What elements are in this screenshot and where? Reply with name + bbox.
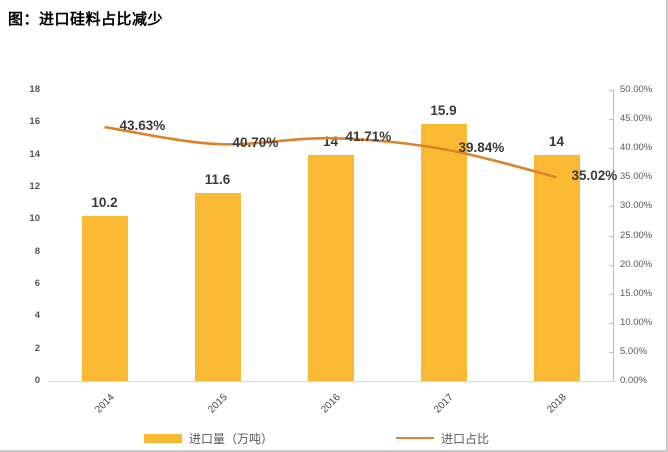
y-tick-label-left: 12 xyxy=(29,181,40,192)
line-point-label: 41.71% xyxy=(345,129,392,145)
right-axis-tickmark xyxy=(609,90,614,91)
line-point-label: 35.02% xyxy=(571,168,618,184)
y-tick-label-right: 40.00% xyxy=(620,142,653,154)
y-tick-label-right: 0.00% xyxy=(620,375,647,386)
y-tick-label-left: 8 xyxy=(34,245,40,257)
line-point-label: 43.63% xyxy=(119,118,166,134)
x-tick-label: 2014 xyxy=(92,392,117,416)
right-axis-tickmark xyxy=(609,206,614,208)
y-tick-label-left: 18 xyxy=(29,84,40,95)
y-tick-label-left: 6 xyxy=(34,278,40,289)
bar xyxy=(81,216,128,381)
y-tick-label-left: 2 xyxy=(34,342,40,354)
legend-item-line: 进口占比 xyxy=(396,427,489,449)
line-point-label: 40.70% xyxy=(232,135,279,151)
y-tick-label-left: 14 xyxy=(29,148,40,160)
right-axis-tickmark xyxy=(609,235,614,237)
legend-line-label: 进口占比 xyxy=(441,431,490,446)
right-axis-tickmark xyxy=(609,293,614,295)
bar-value-label: 14 xyxy=(548,133,565,149)
page-title: 图：进口硅料占比减少 xyxy=(8,11,164,28)
x-tick-label: 2018 xyxy=(544,392,569,416)
legend-item-bars: 进口量（万吨） xyxy=(144,427,273,449)
legend-bar-label: 进口量（万吨） xyxy=(189,431,274,446)
y-tick-label-right: 20.00% xyxy=(620,258,653,270)
y-tick-label-left: 16 xyxy=(29,116,40,128)
y-tick-label-left: 4 xyxy=(34,310,40,322)
y-tick-label-left: 10 xyxy=(29,213,40,225)
bar-value-label: 14 xyxy=(322,133,339,149)
y-tick-label-right: 15.00% xyxy=(620,287,653,299)
legend-line-swatch xyxy=(396,437,434,439)
y-tick-label-right: 10.00% xyxy=(620,316,653,328)
bar xyxy=(420,123,467,381)
right-axis-tickmark xyxy=(609,264,614,266)
x-tick-label: 2017 xyxy=(431,392,456,416)
bar xyxy=(307,154,354,381)
y-tick-label-right: 5.00% xyxy=(620,345,647,357)
y-tick-label-right: 50.00% xyxy=(620,84,653,95)
right-axis-tickmark xyxy=(609,148,614,150)
bar xyxy=(194,193,241,381)
legend-bar-swatch xyxy=(144,433,182,443)
right-axis-tickmark xyxy=(609,177,614,179)
y-tick-label-right: 25.00% xyxy=(620,229,653,241)
x-tick-label: 2016 xyxy=(318,392,343,416)
x-axis-line xyxy=(48,381,613,382)
y-tick-label-left: 0 xyxy=(34,375,40,386)
bar-value-label: 15.9 xyxy=(430,102,457,118)
bar xyxy=(533,154,580,381)
legend: 进口量（万吨） 进口占比 xyxy=(0,427,666,449)
y-tick-label-right: 35.00% xyxy=(620,171,653,183)
bar-value-label: 10.2 xyxy=(91,195,118,211)
y-tick-label-right: 30.00% xyxy=(620,200,653,212)
right-axis-tickmark xyxy=(609,119,614,121)
y-tick-label-right: 45.00% xyxy=(620,113,653,125)
bar-value-label: 11.6 xyxy=(204,172,231,188)
right-axis-tickmark xyxy=(609,322,614,324)
right-axis-tickmark xyxy=(609,351,614,353)
line-point-label: 39.84% xyxy=(458,140,505,156)
x-tick-label: 2015 xyxy=(205,392,230,416)
